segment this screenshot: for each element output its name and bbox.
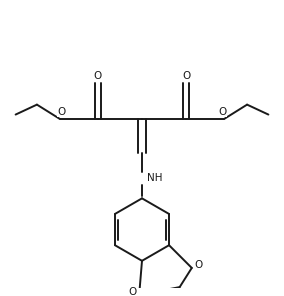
Text: O: O — [58, 107, 66, 117]
Text: NH: NH — [147, 173, 162, 184]
Text: O: O — [195, 260, 203, 270]
Text: O: O — [218, 107, 226, 117]
Text: O: O — [94, 71, 102, 81]
Text: O: O — [128, 287, 136, 296]
Text: O: O — [182, 71, 190, 81]
